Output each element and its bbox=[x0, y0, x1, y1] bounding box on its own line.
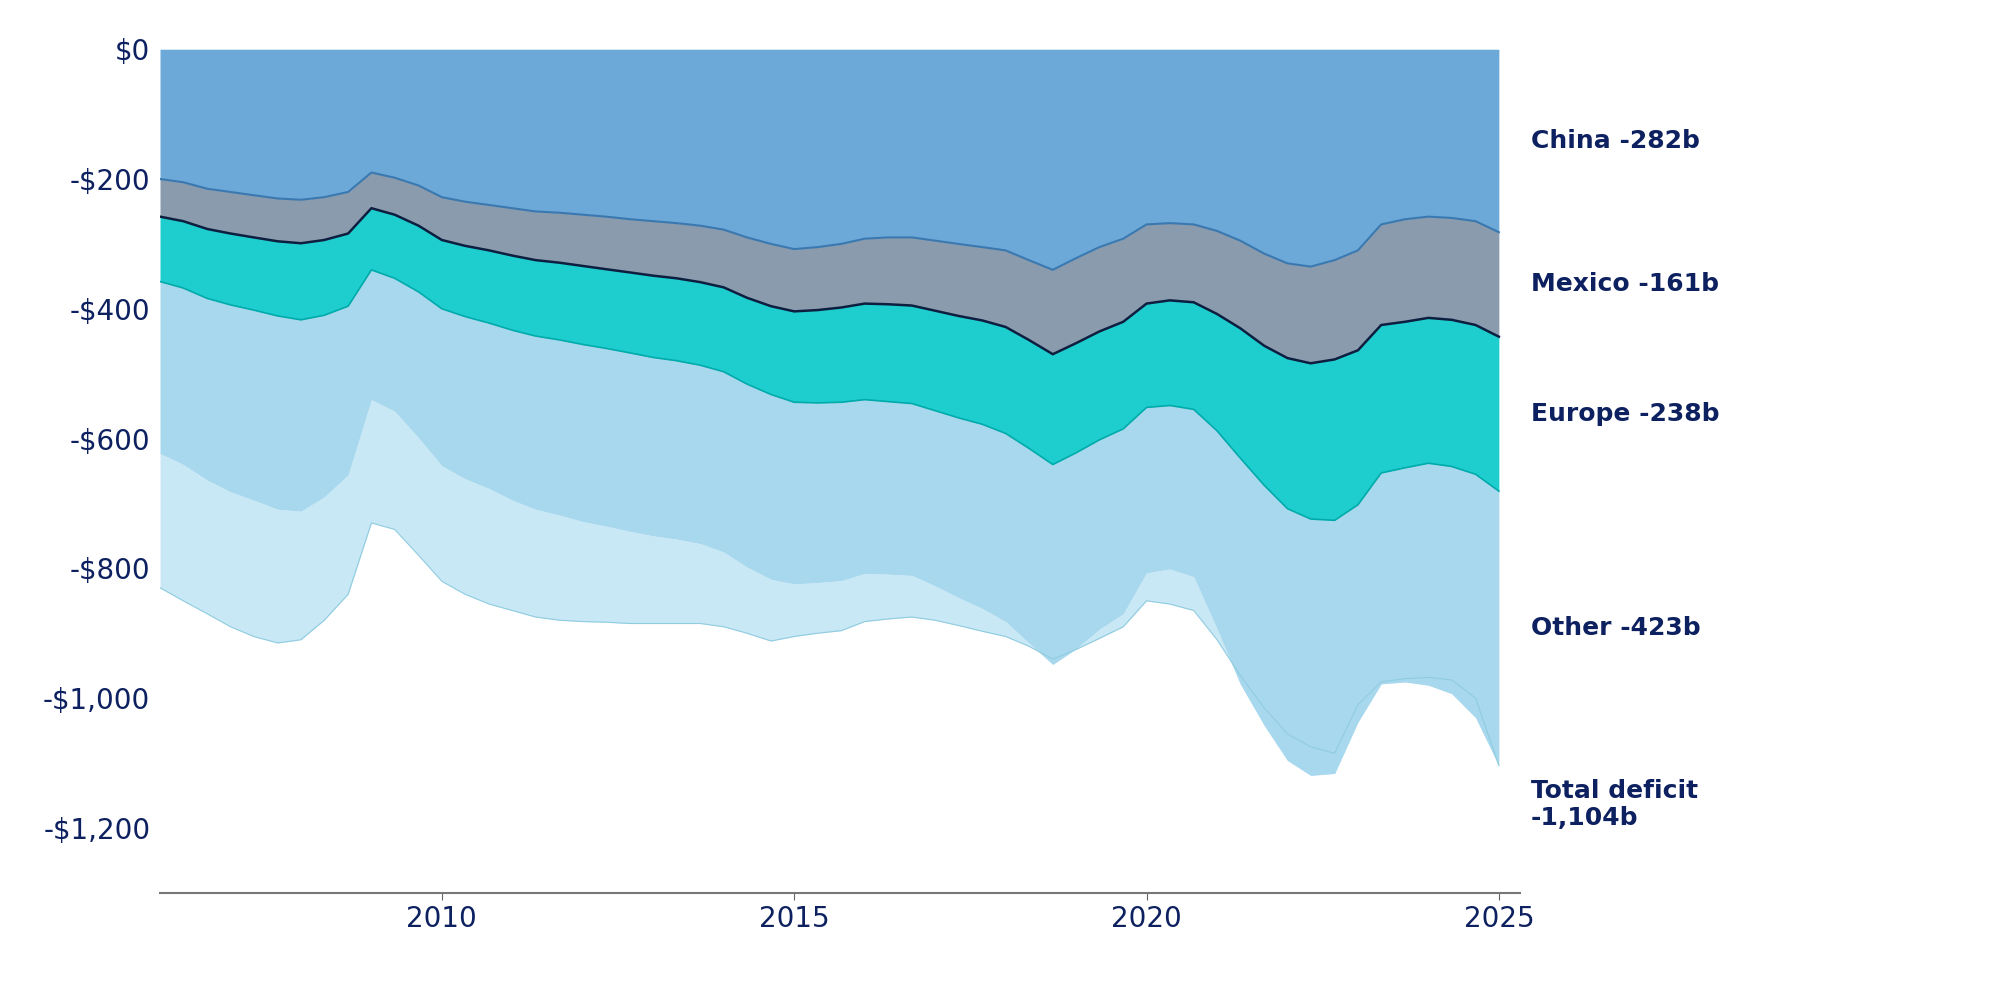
Text: Mexico -161b: Mexico -161b bbox=[1530, 273, 1718, 297]
Text: Other -423b: Other -423b bbox=[1530, 616, 1700, 641]
Text: Europe -238b: Europe -238b bbox=[1530, 402, 1720, 426]
Text: China -282b: China -282b bbox=[1530, 129, 1700, 153]
Text: Total deficit
-1,104b: Total deficit -1,104b bbox=[1530, 779, 1698, 830]
